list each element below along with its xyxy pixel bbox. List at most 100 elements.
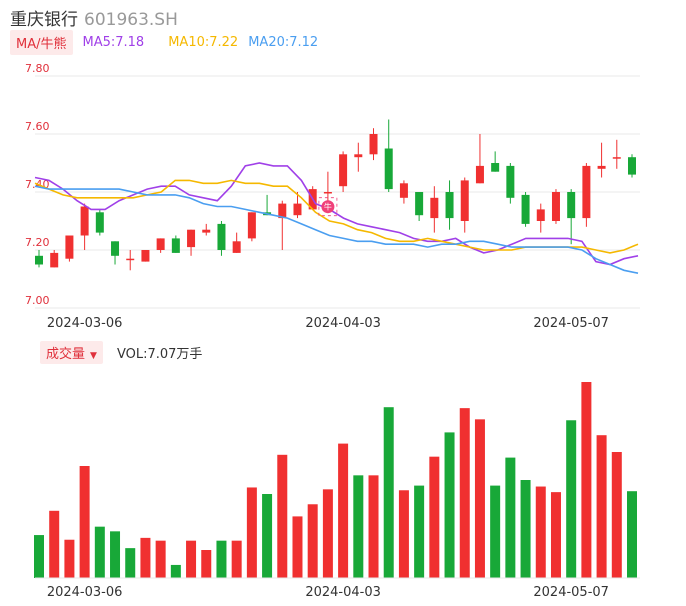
candle	[232, 232, 241, 253]
candle-body	[187, 229, 196, 248]
volume-bar	[550, 492, 561, 578]
volume-bar	[246, 487, 257, 578]
price-tick-label: 7.20	[25, 236, 50, 249]
candle-body	[323, 192, 332, 194]
volume-bar	[490, 485, 501, 578]
candle-body	[415, 192, 424, 216]
candle-body	[217, 223, 226, 250]
volume-indicator-selector[interactable]: 成交量 ▼	[40, 340, 103, 364]
candle-body	[278, 203, 287, 219]
candle-body	[628, 157, 636, 175]
date-tick-label: 2024-04-03	[305, 316, 381, 331]
candle	[141, 250, 150, 262]
candle-body	[521, 194, 530, 224]
volume-bar	[322, 489, 333, 578]
candle	[430, 186, 439, 233]
volume-badge-label: 成交量	[46, 346, 86, 362]
volume-bar	[262, 494, 273, 578]
volume-bar	[566, 420, 577, 578]
candle	[628, 154, 636, 178]
candle	[278, 200, 287, 250]
volume-bar	[307, 504, 318, 578]
candle-body	[369, 134, 378, 155]
candle	[50, 250, 59, 268]
date-tick-label: 2024-05-07	[533, 585, 609, 600]
date-tick-label: 2024-05-07	[533, 316, 609, 331]
candle-body	[551, 192, 560, 221]
stock-name: 重庆银行	[10, 10, 78, 30]
volume-bar	[414, 485, 425, 578]
candle-body	[399, 183, 408, 198]
candle	[384, 119, 393, 192]
volume-bar	[383, 407, 394, 578]
volume-bar	[231, 540, 242, 578]
volume-bar	[368, 475, 379, 578]
ma5-line	[34, 162, 639, 266]
candle-body	[582, 165, 591, 219]
candle-body	[50, 252, 59, 268]
price-tick-label: 7.80	[25, 62, 50, 75]
bull-marker-label: 牛	[324, 202, 332, 212]
candle-body	[35, 255, 43, 265]
volume-bar	[459, 408, 470, 578]
volume-bar	[186, 540, 197, 578]
candle-body	[126, 258, 135, 261]
candle-body	[430, 197, 439, 219]
ma10-label: MA10:7.22	[168, 34, 239, 50]
candle-body	[506, 165, 515, 198]
price-tick-label: 7.60	[25, 120, 50, 133]
candle	[445, 180, 454, 230]
candle	[567, 189, 576, 245]
volume-bar	[611, 452, 622, 578]
candle-body	[65, 235, 74, 259]
date-tick-label: 2024-03-06	[47, 316, 123, 331]
bull-marker-frame	[318, 197, 338, 217]
candle	[95, 209, 104, 236]
candle	[399, 180, 408, 204]
candle	[491, 151, 500, 172]
volume-bar	[581, 382, 592, 578]
candle	[339, 151, 348, 192]
volume-bar	[429, 456, 440, 578]
volume-bar	[49, 510, 60, 578]
volume-bar	[505, 457, 516, 578]
date-tick-label: 2024-04-03	[305, 585, 381, 600]
candle	[536, 203, 545, 233]
volume-legend: 成交量 ▼ VOL:7.07万手	[40, 340, 202, 364]
ma10-line	[34, 179, 639, 254]
candle	[612, 139, 621, 169]
candle-body	[111, 241, 120, 256]
candle	[247, 212, 256, 242]
volume-bar	[34, 535, 44, 578]
caret-down-icon: ▼	[90, 350, 97, 361]
ma5-label: MA5:7.18	[82, 34, 145, 50]
volume-bar	[216, 540, 227, 578]
candle	[202, 223, 211, 236]
volume-bar	[520, 480, 531, 578]
volume-bar	[398, 490, 409, 578]
volume-bar	[79, 466, 90, 578]
candle-body	[491, 163, 500, 172]
candle	[415, 192, 424, 221]
candle	[65, 235, 74, 262]
candle	[171, 235, 180, 253]
candle	[293, 192, 302, 219]
ma-indicator-selector[interactable]: MA/牛熊	[10, 29, 73, 55]
volume-bar	[627, 491, 637, 578]
candle-body	[354, 154, 363, 158]
candle-body	[536, 209, 545, 221]
stock-code: 601963.SH	[84, 10, 178, 30]
candle-body	[156, 238, 165, 250]
candle	[217, 221, 226, 256]
candle	[111, 241, 120, 265]
candle-body	[612, 157, 621, 159]
candle	[35, 250, 43, 268]
candle	[506, 163, 515, 204]
volume-bar	[535, 486, 546, 578]
candle-body	[339, 154, 348, 187]
candle	[354, 142, 363, 172]
candle	[156, 238, 165, 253]
date-tick-label: 2024-03-06	[47, 585, 123, 600]
ma20-label: MA20:7.12	[248, 34, 319, 50]
